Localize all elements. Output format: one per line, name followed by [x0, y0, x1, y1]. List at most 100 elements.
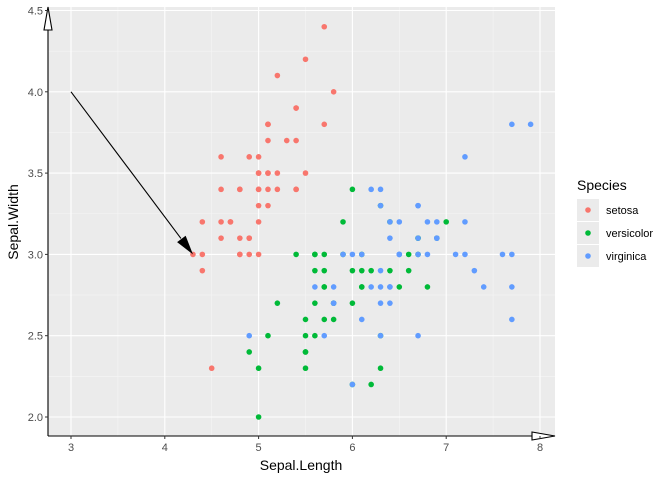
point-virginica	[509, 121, 515, 128]
point-virginica	[368, 186, 374, 193]
point-versicolor	[255, 365, 262, 372]
y-tick-label: 3.5	[28, 168, 43, 180]
point-setosa	[274, 170, 281, 176]
point-versicolor	[396, 284, 403, 290]
point-setosa	[293, 186, 299, 193]
x-tick-label: 4	[162, 442, 168, 454]
legend-label-versicolor: versicolor	[606, 228, 653, 240]
point-virginica	[415, 202, 421, 209]
point-setosa	[293, 105, 299, 111]
point-versicolor	[349, 300, 356, 306]
x-tick-label: 3	[68, 442, 74, 454]
point-versicolor	[443, 219, 450, 225]
point-versicolor	[368, 381, 374, 388]
point-virginica	[462, 154, 468, 160]
point-virginica	[462, 251, 468, 258]
point-virginica	[415, 251, 421, 258]
point-virginica	[321, 332, 328, 339]
x-axis-title: Sepal.Length	[260, 457, 343, 473]
point-versicolor	[340, 219, 346, 225]
point-virginica	[330, 300, 337, 306]
point-virginica	[396, 219, 403, 225]
point-setosa	[246, 154, 253, 160]
point-setosa	[274, 186, 281, 193]
point-virginica	[330, 284, 337, 290]
point-setosa	[199, 251, 206, 258]
point-setosa	[293, 137, 299, 144]
point-virginica	[377, 300, 384, 306]
point-versicolor	[349, 186, 356, 193]
point-versicolor	[349, 267, 356, 274]
point-setosa	[237, 251, 243, 258]
point-versicolor	[302, 332, 309, 339]
point-versicolor	[302, 349, 309, 355]
point-virginica	[509, 251, 515, 258]
point-virginica	[377, 267, 384, 274]
point-setosa	[218, 154, 224, 160]
point-setosa	[218, 219, 224, 225]
point-versicolor	[321, 316, 328, 323]
point-setosa	[255, 202, 262, 209]
x-tick-label: 7	[443, 442, 449, 454]
x-tick-label: 5	[256, 442, 262, 454]
y-tick-label: 2.5	[28, 331, 43, 343]
arrow-head	[177, 235, 193, 255]
axes: 3 4 5 6 7 8 2.0 2.5 3.0 3.5 4.0 4.5	[28, 6, 556, 454]
point-virginica	[527, 121, 534, 128]
point-virginica	[246, 332, 253, 339]
point-setosa	[265, 202, 271, 209]
point-versicolor	[312, 300, 318, 306]
point-virginica	[480, 284, 487, 290]
point-versicolor	[321, 284, 328, 290]
point-setosa	[265, 137, 271, 144]
point-virginica	[387, 284, 393, 290]
point-virginica	[358, 316, 365, 323]
point-versicolor	[387, 267, 393, 274]
point-setosa	[237, 235, 243, 241]
point-setosa	[227, 219, 234, 225]
point-virginica	[368, 284, 374, 290]
y-axis-arrowhead	[43, 6, 53, 31]
point-virginica	[377, 186, 384, 193]
arrow-annotation	[70, 91, 193, 255]
legend-title: Species	[577, 177, 627, 193]
point-virginica	[415, 235, 421, 241]
point-virginica	[499, 251, 506, 258]
plot-panel	[48, 7, 555, 436]
point-virginica	[462, 219, 468, 225]
point-setosa	[255, 186, 262, 193]
point-setosa	[246, 235, 253, 241]
point-versicolor	[255, 414, 262, 420]
legend-label-setosa: setosa	[606, 205, 639, 217]
point-setosa	[265, 121, 271, 128]
point-setosa	[321, 23, 328, 30]
point-virginica	[424, 219, 431, 225]
legend: Species setosa versicolor virginica	[577, 177, 653, 267]
point-setosa	[208, 365, 215, 372]
point-versicolor	[246, 349, 253, 355]
legend-label-virginica: virginica	[606, 251, 647, 263]
point-virginica	[377, 332, 384, 339]
point-versicolor	[321, 251, 328, 258]
point-versicolor	[265, 332, 271, 339]
point-virginica	[377, 202, 384, 209]
point-setosa	[330, 89, 337, 95]
point-virginica	[434, 219, 440, 225]
point-versicolor	[424, 284, 431, 290]
legend-swatch-setosa	[585, 207, 591, 213]
point-setosa	[265, 186, 271, 193]
point-virginica	[377, 284, 384, 290]
legend-swatch-versicolor	[585, 230, 591, 236]
x-tick-label: 8	[537, 442, 543, 454]
point-versicolor	[358, 284, 365, 290]
point-versicolor	[293, 251, 299, 258]
point-virginica	[387, 300, 393, 306]
legend-swatch-virginica	[585, 253, 591, 259]
point-versicolor	[405, 267, 412, 274]
point-setosa	[255, 154, 262, 160]
point-setosa	[199, 219, 206, 225]
y-tick-label: 4.0	[28, 87, 43, 99]
point-setosa	[302, 170, 309, 176]
x-tick-label: 6	[349, 442, 355, 454]
point-virginica	[434, 235, 440, 241]
